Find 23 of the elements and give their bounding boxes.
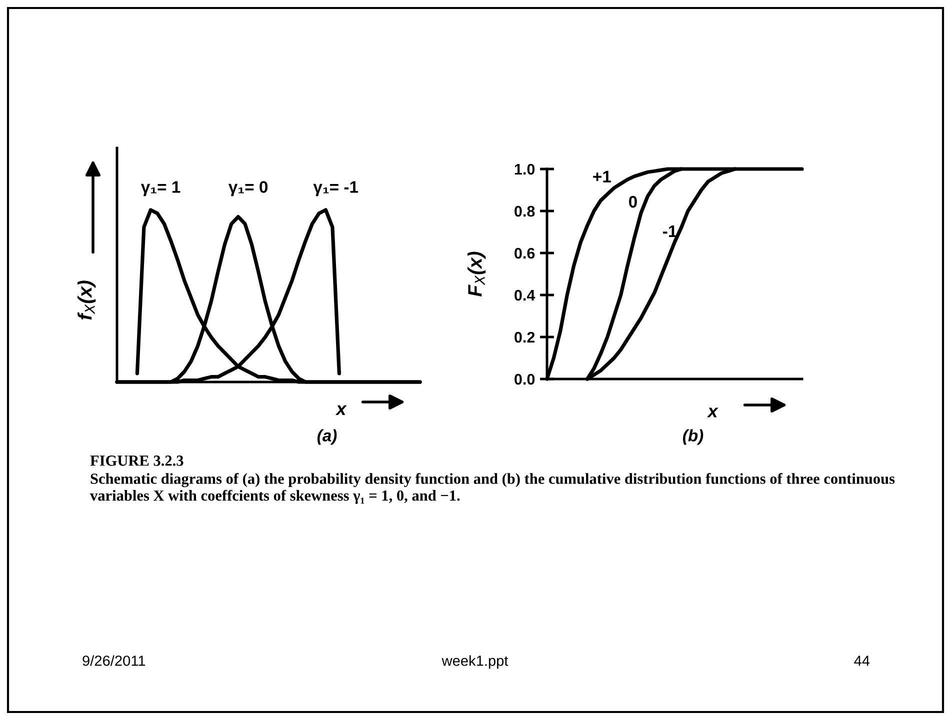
text: (b): [682, 429, 704, 445]
series-label: γ₁= 0: [228, 181, 268, 196]
series-label: +1: [593, 170, 611, 182]
caption: FIGURE 3.2.3: [90, 456, 184, 466]
x-axis-title: x: [706, 408, 718, 418]
y-tick-label: 0.4: [514, 290, 536, 301]
series-label: γ₁= -1: [313, 181, 358, 196]
text: 44: [854, 656, 870, 666]
y-tick-label: 0.2: [514, 332, 535, 343]
y-axis-title: f$_{X}$(x): [78, 280, 96, 320]
text: (a): [317, 429, 337, 445]
y-axis-title: F$_{X}$(x): [468, 252, 486, 297]
y-tick-label: 0.6: [514, 248, 535, 259]
y-tick-label: 1.0: [514, 164, 535, 175]
text: week1.ppt: [442, 655, 508, 669]
text: Schematic diagrams of (a) the probability density function and (b) the cumulative distribution functions of three continuous variables X with coeffcients of skewness γ₁ = 1, 0, and −1.: [90, 473, 895, 504]
series-label: γ₁= 1: [140, 181, 180, 196]
series-label: 0: [628, 196, 637, 208]
y-tick-label: 0.0: [514, 374, 535, 385]
text: 9/26/2011: [82, 655, 146, 666]
series-label: -1: [663, 225, 677, 237]
x-axis-title: x: [335, 405, 347, 415]
y-tick-label: 0.8: [514, 206, 535, 217]
